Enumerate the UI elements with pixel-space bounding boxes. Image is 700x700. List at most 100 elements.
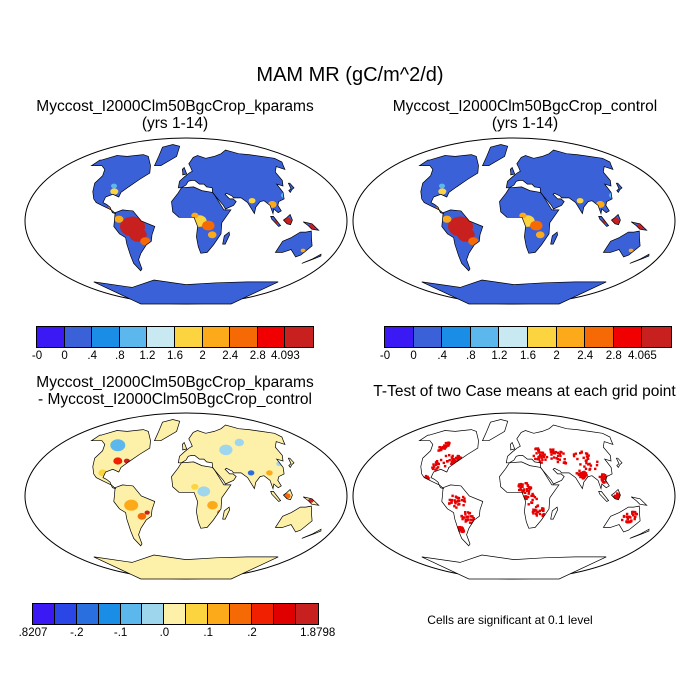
coastline-africa — [171, 186, 232, 254]
map-frame — [352, 412, 676, 580]
coastline-greenland — [153, 144, 181, 167]
significant-cell — [444, 441, 448, 445]
coastline-north-america — [90, 429, 151, 489]
colorbar-tick-label: -.1 — [113, 627, 128, 639]
significant-cell — [526, 489, 529, 492]
significant-cell — [532, 512, 535, 515]
significant-cell — [550, 457, 553, 460]
coastline-eurasia — [505, 424, 614, 490]
significant-cell — [538, 460, 542, 463]
coastline-borneo — [282, 488, 293, 501]
colorbar-box — [208, 604, 231, 624]
significant-cell — [455, 496, 458, 499]
colorbar-box — [174, 327, 203, 347]
colorbar-box — [230, 604, 252, 624]
significant-cell — [431, 466, 434, 469]
colorbar-box — [164, 604, 187, 624]
significant-cell — [583, 465, 586, 468]
significant-cell — [579, 474, 582, 477]
colorbar-tick-label: 2 — [553, 350, 560, 362]
significant-cell — [522, 490, 525, 493]
significant-cell — [459, 456, 462, 459]
colorbar-boxes — [36, 326, 314, 348]
colorbar-box — [442, 327, 471, 347]
coastline-australia — [274, 230, 313, 258]
significant-cell — [519, 487, 522, 490]
significant-cell — [631, 512, 634, 515]
significant-cell — [585, 455, 589, 458]
coastline-uk — [181, 441, 188, 451]
colorbar-box — [54, 604, 77, 624]
panel-3-title: Myccost_I2000Clm50BgcCrop_kparams — [36, 374, 314, 391]
significant-cell — [523, 497, 527, 500]
significant-cell — [584, 452, 588, 455]
significant-cell — [520, 488, 523, 492]
significant-cell — [437, 462, 440, 466]
significant-cell — [434, 468, 437, 471]
significant-cell — [588, 467, 592, 471]
colorbar-box — [257, 327, 286, 347]
significant-cell — [532, 454, 535, 458]
significant-cell — [584, 467, 588, 470]
significant-cell — [558, 458, 561, 461]
significant-cell — [543, 453, 546, 456]
significant-cell — [454, 502, 457, 505]
significant-cell — [450, 501, 453, 504]
coastline-borneo — [610, 488, 621, 501]
significant-cell — [595, 464, 599, 467]
significant-cell — [534, 512, 538, 515]
field-patch — [468, 237, 479, 246]
significant-cell — [598, 475, 601, 479]
significant-cell — [602, 473, 605, 476]
colorbar-tick-label: 2.8 — [605, 350, 622, 362]
significant-cell — [464, 513, 467, 516]
significant-cell — [621, 518, 624, 522]
colorbar-tick-label: 0 — [410, 350, 417, 362]
significant-cell — [594, 467, 597, 471]
significant-cell — [466, 515, 470, 518]
field-patch — [111, 183, 117, 189]
colorbar-tick-label: 1.6 — [520, 350, 536, 362]
field-patch — [300, 248, 306, 253]
significant-cell — [438, 449, 442, 452]
colorbar-tick-label: .4 — [437, 350, 447, 362]
field-patch — [438, 188, 447, 195]
colorbar-tick-label: 4.093 — [271, 350, 300, 362]
colorbar-tick-label: 0 — [61, 350, 68, 362]
significant-cell — [448, 498, 451, 502]
significant-cell — [532, 508, 535, 511]
significant-cell — [464, 518, 467, 521]
significant-cell — [633, 516, 637, 519]
map-frame — [24, 137, 348, 305]
significant-cell — [556, 454, 560, 457]
significant-cell — [601, 478, 605, 482]
significant-cell — [622, 514, 626, 518]
field-patch — [519, 212, 527, 219]
significant-cell — [596, 460, 599, 463]
significant-cell — [527, 492, 530, 495]
significant-cell — [560, 451, 563, 454]
significant-cell — [521, 483, 524, 486]
colorbar-box — [470, 327, 500, 347]
significant-cell — [588, 462, 591, 466]
significant-cell — [451, 454, 454, 458]
significant-cell — [537, 449, 540, 452]
significant-cell — [450, 460, 454, 464]
coastline-greenland — [153, 419, 181, 442]
significant-cell — [549, 448, 552, 451]
significant-cell — [536, 511, 539, 514]
significant-cell — [471, 515, 474, 518]
colorbar-tick-label: .8 — [115, 350, 125, 362]
significant-cell — [448, 454, 451, 457]
colorbar-box — [33, 604, 55, 624]
significant-cell — [564, 461, 568, 465]
significant-cell — [563, 458, 566, 461]
significant-cell — [614, 496, 618, 499]
significant-cell — [431, 467, 435, 471]
coastline-borneo — [610, 213, 621, 226]
colorbar-box — [202, 327, 231, 347]
colorbar-box — [147, 327, 175, 347]
colorbar-box — [37, 327, 65, 347]
significant-cell — [440, 448, 443, 452]
significant-cell — [450, 462, 453, 465]
